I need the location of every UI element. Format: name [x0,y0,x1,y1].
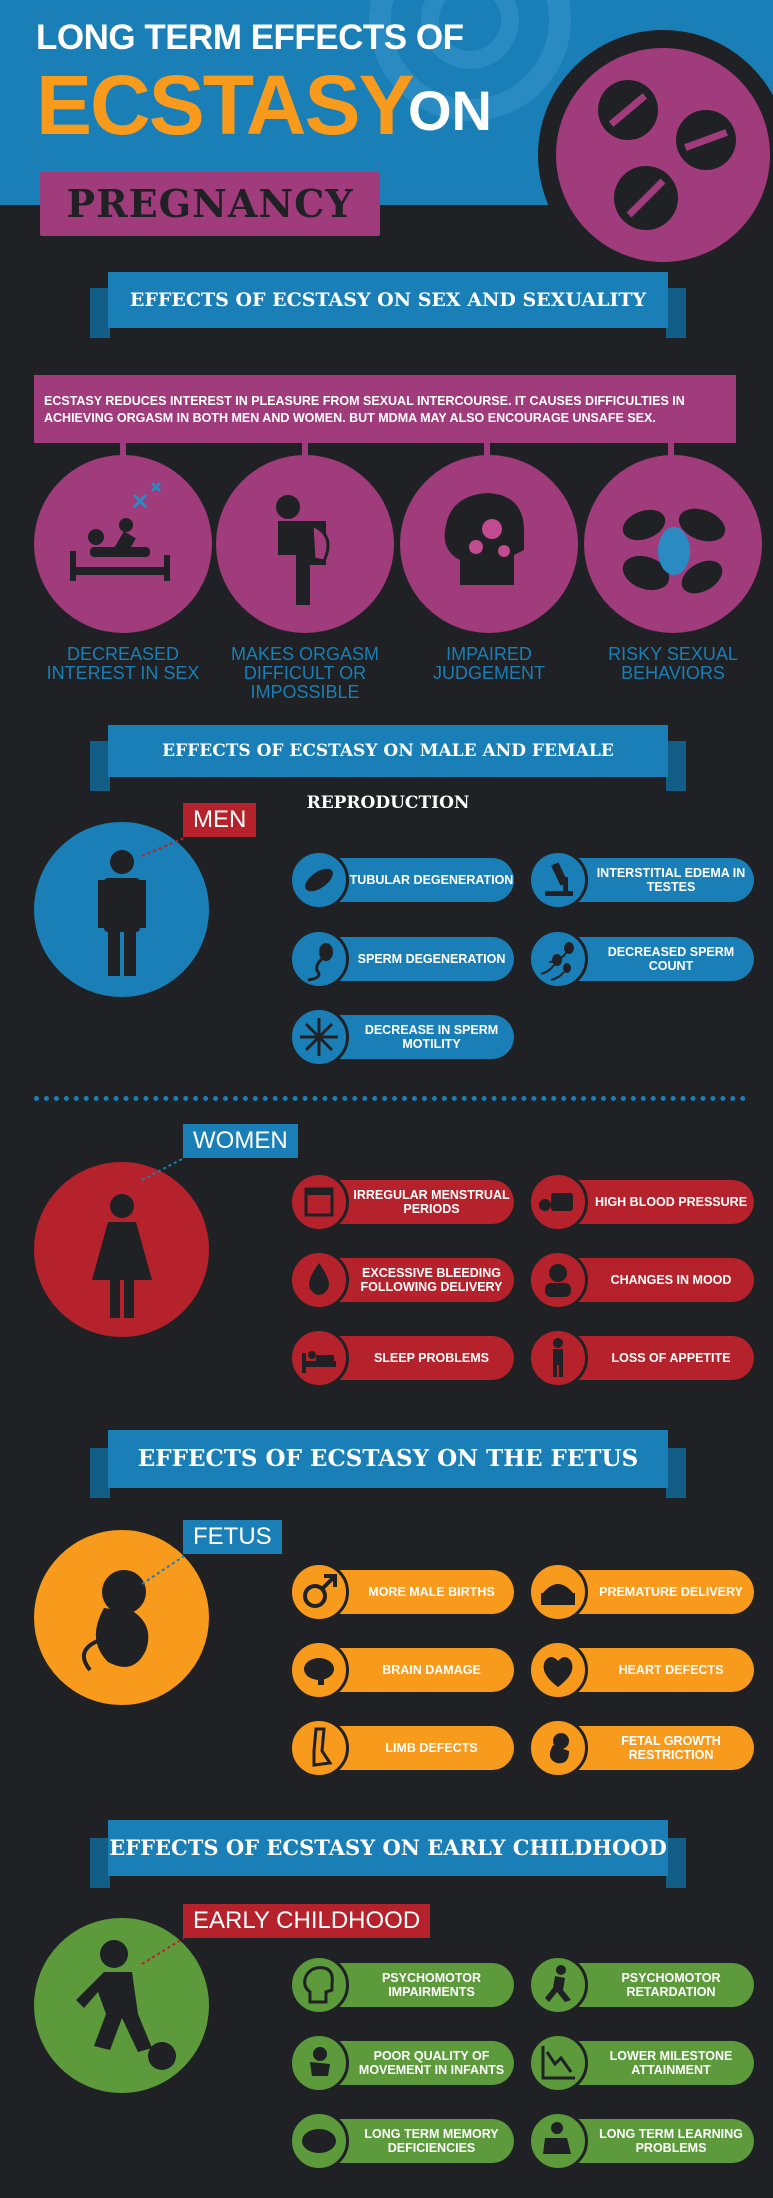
section-banner [108,1820,668,1876]
fetus-tag: FETUS [183,1520,282,1554]
intro-text: ECSTASY REDUCES INTEREST IN PLEASURE FRO… [34,375,736,443]
pregnancy-box [40,172,380,236]
caption: RISKY SEXUAL BEHAVIORS [608,644,738,683]
fetus-item-label: MORE MALE BIRTHS [368,1585,495,1599]
men-item-label: TUBULAR DEGENERATION [349,873,514,887]
reading-icon [528,2111,588,2171]
bacteria-icon [289,850,349,910]
women-item-label: CHANGES IN MOOD [610,1273,732,1287]
women-item-label: SLEEP PROBLEMS [373,1351,490,1365]
section-banner [108,272,668,328]
fetus-item-label: LIMB DEFECTS [385,1741,478,1755]
title-ecstasy: ECSTASY [36,58,415,152]
sperm-icon [289,929,349,989]
title-on: ON [408,79,492,142]
women-item-label: IRREGULAR MENSTRUAL PERIODS [353,1188,510,1216]
brain-icon [289,1640,349,1700]
section-banner [108,725,668,777]
running-icon [528,1955,588,2015]
head-profile-icon [289,1955,349,2015]
men-item-label: SPERM DEGENERATION [357,952,506,966]
banner-fold [90,288,110,338]
infant-icon [289,2033,349,2093]
slumped-person-icon [216,455,394,633]
men-icon [34,822,209,997]
men-item-label: DECREASED SPERM COUNT [607,945,735,973]
cells-icon [584,455,762,633]
bed-icon [289,1328,349,1388]
banner-fold [90,1448,110,1498]
divider [34,1096,746,1101]
section-title-sex: EFFECTS OF ECSTASY ON SEX AND SEXUALITY [129,289,647,311]
childhood-item-label: LONG TERM MEMORY DEFICIENCIES [364,2127,499,2155]
fetus-connector [141,1555,185,1585]
banner-fold [90,741,110,791]
fetus-item-label: BRAIN DAMAGE [382,1663,481,1677]
header-target-decoration [369,0,571,121]
banner-fold [90,1838,110,1888]
men-item-label: DECREASE IN SPERM MOTILITY [364,1023,499,1051]
fetus-icon [528,1718,588,1778]
caption: MAKES ORGASM DIFFICULT OR IMPOSSIBLE [230,644,380,702]
banner-fold [666,288,686,338]
blood-pressure-icon [528,1172,588,1232]
star-burst-icon [289,1007,349,1067]
head-gears-icon [400,455,578,633]
connector [302,443,308,463]
sperms-icon [528,929,588,989]
microscope-icon [528,850,588,910]
women-icon [34,1162,209,1337]
caption: DECREASED INTEREST IN SEX [46,644,200,683]
connector [484,443,490,463]
child-icon [34,1918,209,2093]
fetus-item-label: HEART DEFECTS [618,1663,724,1677]
women-item-label: HIGH BLOOD PRESSURE [594,1195,748,1209]
couple-bed-icon [34,455,212,633]
mood-icon [528,1250,588,1310]
decline-chart-icon [528,2033,588,2093]
blood-drop-icon [289,1250,349,1310]
women-item-label: EXCESSIVE BLEEDING FOLLOWING DELIVERY [360,1266,503,1294]
section-banner [108,1430,668,1488]
banner-fold [666,741,686,791]
male-symbol-icon [289,1562,349,1622]
caption: IMPAIRED JUDGEMENT [433,644,545,683]
pregnancy-title: PREGNANCY [66,181,354,226]
childhood-tag: EARLY CHILDHOOD [183,1904,431,1938]
fetus-icon [34,1530,209,1705]
brain-icon [289,2111,349,2171]
connector [668,443,674,463]
section-title-reproduction: EFFECTS OF ECSTASY ON MALE AND FEMALE RE… [162,741,614,813]
childhood-item-label: LOWER MILESTONE ATTAINMENT [609,2049,733,2077]
men-connector [141,837,185,857]
leg-icon [289,1718,349,1778]
childhood-item-label: PSYCHOMOTOR RETARDATION [621,1971,721,1999]
fetus-item-label: FETAL GROWTH RESTRICTION [621,1734,721,1762]
women-connector [141,1157,185,1181]
childhood-item-label: POOR QUALITY OF MOVEMENT IN INFANTS [358,2049,505,2077]
banner-fold [666,1448,686,1498]
section-title-childhood: EFFECTS OF ECSTASY ON EARLY CHILDHOOD [109,1835,667,1860]
fetus-item-label: PREMATURE DELIVERY [599,1585,743,1599]
title-line-1: LONG TERM EFFECTS OF [36,18,464,57]
childhood-connector [141,1937,185,1965]
women-tag: WOMEN [183,1124,298,1158]
men-item-label: INTERSTITIAL EDEMA IN TESTES [596,866,746,894]
men-tag: MEN [183,803,257,837]
connector [120,443,126,463]
childhood-item-label: PSYCHOMOTOR IMPAIRMENTS [381,1971,482,1999]
section-title-fetus: EFFECTS OF ECSTASY ON THE FETUS [137,1445,639,1472]
childhood-item-label: LONG TERM LEARNING PROBLEMS [599,2127,743,2155]
pills-icon [556,48,770,262]
heart-icon [528,1640,588,1700]
incubator-icon [528,1562,588,1622]
calendar-icon [289,1172,349,1232]
women-item-label: LOSS OF APPETITE [611,1351,731,1365]
thin-person-icon [528,1328,588,1388]
banner-fold [666,1838,686,1888]
